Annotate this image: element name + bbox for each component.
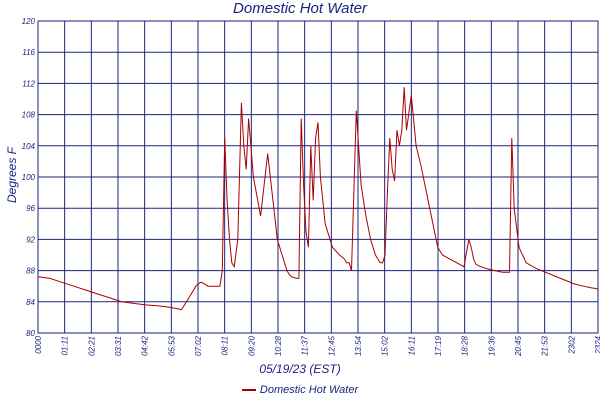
series-line bbox=[37, 87, 599, 311]
x-axis-label: 05/19/23 (EST) bbox=[259, 362, 341, 376]
y-tick-label: 108 bbox=[22, 111, 36, 120]
y-tick-label: 104 bbox=[22, 142, 36, 151]
x-tick-label: 13:54 bbox=[354, 335, 363, 356]
x-tick-label: 2324 bbox=[594, 335, 600, 354]
x-tick-label: 17:19 bbox=[434, 335, 443, 356]
x-tick-label: 11:37 bbox=[301, 335, 310, 355]
x-tick-label: 0000 bbox=[34, 335, 43, 353]
x-tick-label: 02:21 bbox=[87, 336, 96, 356]
x-tick-label: 04:42 bbox=[141, 335, 150, 356]
y-tick-label: 100 bbox=[22, 173, 36, 182]
y-tick-label: 120 bbox=[22, 17, 36, 26]
x-tick-label: 05:53 bbox=[167, 335, 176, 356]
y-tick-label: 112 bbox=[22, 79, 35, 88]
y-tick-label: 116 bbox=[22, 48, 35, 57]
y-tick-label: 88 bbox=[26, 267, 35, 276]
y-tick-label: 80 bbox=[26, 329, 35, 338]
x-tick-label: 2302 bbox=[567, 335, 576, 354]
x-tick-label: 15:02 bbox=[381, 335, 390, 356]
x-tick-label: 20:45 bbox=[514, 335, 523, 357]
y-tick-labels: 80 84 88 92 96 100 104 108 112 116 120 bbox=[22, 17, 36, 338]
y-tick-label: 84 bbox=[26, 298, 35, 307]
x-tick-label: 16:11 bbox=[407, 336, 416, 355]
grid bbox=[37, 20, 599, 334]
x-tick-label: 08:11 bbox=[221, 336, 230, 355]
x-tick-label: 21:53 bbox=[541, 335, 550, 357]
plot-border bbox=[37, 20, 599, 334]
y-tick-label: 92 bbox=[26, 235, 35, 244]
y-tick-label: 96 bbox=[26, 204, 35, 213]
legend: Domestic Hot Water bbox=[0, 384, 600, 396]
x-tick-label: 07:02 bbox=[194, 335, 203, 356]
x-tick-label: 12:45 bbox=[327, 335, 336, 356]
chart-title: Domestic Hot Water bbox=[233, 0, 367, 17]
legend-entry: Domestic Hot Water bbox=[259, 384, 359, 396]
x-tick-label: 09:20 bbox=[247, 335, 256, 356]
x-tick-label: 19:36 bbox=[487, 335, 496, 356]
x-tick-label: 03:31 bbox=[114, 336, 123, 356]
legend-swatch bbox=[241, 389, 256, 392]
x-tick-label: 10:28 bbox=[274, 335, 283, 356]
x-tick-labels: 0000 01:11 02:21 03:31 04:42 05:53 07:02 08:11 0… bbox=[34, 335, 600, 357]
x-tick-label: 18:28 bbox=[461, 335, 470, 356]
x-tick-label: 01:11 bbox=[61, 336, 70, 355]
